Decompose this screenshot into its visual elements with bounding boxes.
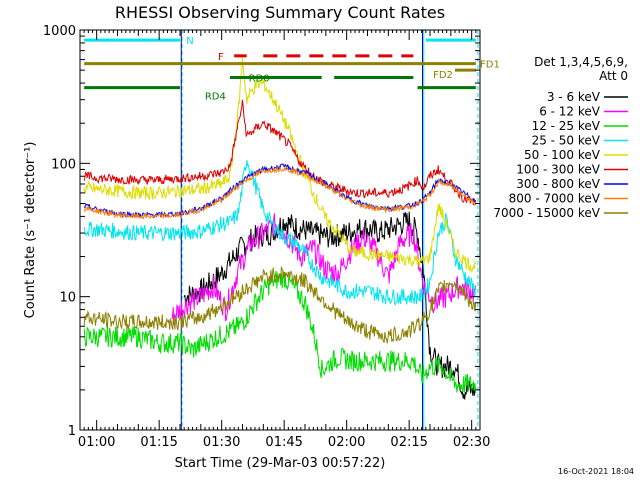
legend-entry-label: 100 - 300 keV — [516, 163, 600, 177]
series-line — [83, 57, 477, 273]
series-line — [83, 99, 477, 206]
x-tick-label: 01:45 — [265, 435, 302, 450]
flag-label: N — [186, 36, 193, 47]
plot-frame — [79, 29, 481, 431]
flag-label: F — [218, 52, 224, 63]
series-line — [83, 163, 477, 219]
flag-label: FD2 — [433, 70, 453, 81]
flag-label: RD4 — [205, 92, 226, 103]
series-line — [183, 211, 476, 400]
series-line — [83, 266, 477, 344]
legend-entry-label: 25 - 50 keV — [532, 134, 601, 148]
flag-label: RD0 — [249, 74, 270, 85]
x-tick-label: 01:00 — [78, 435, 115, 450]
legend-entry-label: 50 - 100 keV — [524, 148, 601, 162]
legend-entry-label: 3 - 6 keV — [547, 90, 601, 104]
x-tick-label: 02:00 — [328, 435, 365, 450]
x-tick-label: 02:30 — [453, 435, 490, 450]
plot-area: N F FD1 FD2 RD0 RD4 — [83, 30, 500, 430]
footer-timestamp: 16-Oct-2021 18:04 — [558, 467, 634, 476]
series-line — [83, 165, 477, 220]
y-axis-label: Count Rate (s⁻¹ detector⁻¹) — [23, 142, 38, 319]
legend-header-detectors: Det 1,3,4,5,6,9, — [534, 55, 628, 69]
legend-entry-label: 6 - 12 keV — [539, 105, 601, 119]
legend-entry-label: 300 - 800 keV — [516, 177, 600, 191]
x-tick-label: 02:15 — [390, 435, 427, 450]
series-line — [83, 160, 477, 306]
chart-title: RHESSI Observing Summary Count Rates — [115, 3, 445, 22]
x-axis-label: Start Time (29-Mar-03 00:57:22) — [175, 456, 386, 471]
x-tick-label: 01:30 — [203, 435, 240, 450]
y-tick-label: 10 — [59, 291, 76, 306]
x-axis: 01:00 01:15 01:30 01:45 02:00 02:15 02:30 — [78, 30, 490, 450]
x-tick-label: 01:15 — [140, 435, 177, 450]
series-line — [83, 269, 477, 394]
y-tick-label: 1 — [68, 424, 76, 439]
y-tick-label: 100 — [51, 157, 76, 172]
y-tick-label: 1000 — [43, 24, 76, 39]
series-line — [171, 213, 476, 325]
legend-entry-label: 12 - 25 keV — [532, 119, 601, 133]
flag-label: FD1 — [480, 60, 500, 71]
y-axis: 1 10 100 1000 — [43, 24, 480, 439]
legend-header-attenuator: Att 0 — [599, 69, 628, 83]
legend-entry-label: 800 - 7000 keV — [509, 192, 601, 206]
legend-entry-label: 7000 - 15000 keV — [493, 206, 600, 220]
